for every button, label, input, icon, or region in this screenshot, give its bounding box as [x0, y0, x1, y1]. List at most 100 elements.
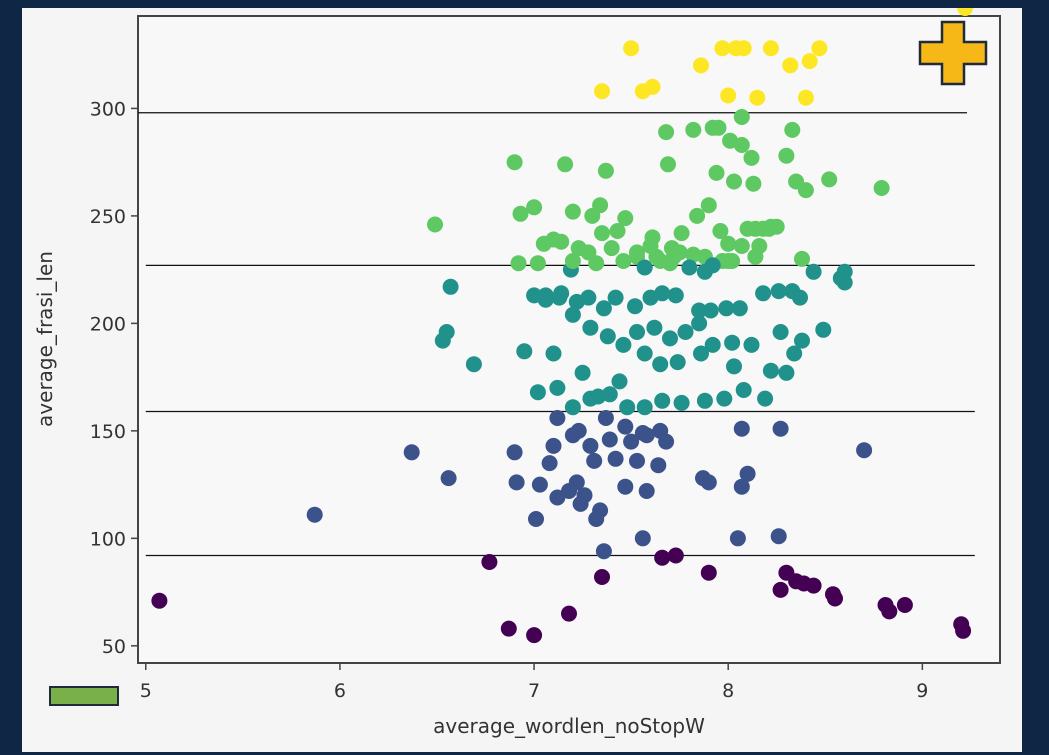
y-tick-label: 300 — [90, 98, 126, 120]
data-point — [714, 40, 731, 57]
data-point — [592, 197, 609, 214]
x-axis-label: average_wordlen_noStopW — [433, 714, 705, 738]
data-point — [440, 470, 457, 487]
data-point — [751, 238, 768, 254]
data-point — [465, 356, 482, 373]
data-point — [599, 328, 616, 345]
data-point — [801, 53, 818, 70]
data-point — [755, 285, 772, 302]
chart-canvas: 5 6 7 8 9 50 100 150 200 250 300 average_wordlen_… — [22, 8, 1022, 752]
data-point — [673, 394, 690, 411]
data-point — [586, 452, 603, 469]
data-point — [720, 253, 737, 269]
data-point — [693, 345, 709, 362]
data-point — [700, 564, 717, 581]
data-point — [617, 418, 634, 435]
data-point — [797, 89, 814, 106]
data-point — [673, 225, 690, 242]
data-point — [506, 444, 523, 461]
data-point — [700, 474, 717, 491]
data-point — [704, 336, 721, 353]
x-tick-label: 8 — [722, 680, 734, 702]
data-point — [537, 291, 554, 308]
data-point — [597, 410, 614, 426]
data-point — [500, 620, 517, 637]
data-point — [735, 40, 752, 57]
data-point — [636, 345, 653, 362]
data-point — [646, 319, 663, 336]
data-point — [652, 356, 669, 373]
data-point — [582, 437, 599, 454]
data-point — [856, 442, 873, 459]
data-point — [595, 300, 612, 317]
data-point — [762, 218, 779, 235]
data-point — [778, 147, 795, 164]
data-point — [733, 238, 750, 254]
x-tick-label: 9 — [916, 680, 928, 702]
y-tick-label: 150 — [90, 421, 126, 443]
data-point — [757, 390, 774, 407]
data-point — [731, 300, 748, 317]
data-point — [718, 300, 735, 317]
data-point — [662, 330, 678, 347]
data-point — [696, 263, 713, 280]
data-point — [551, 289, 568, 306]
data-point — [654, 549, 671, 566]
data-point — [615, 336, 632, 353]
data-point — [955, 622, 972, 639]
data-point — [667, 547, 684, 564]
data-point — [636, 399, 653, 416]
data-point — [700, 197, 717, 214]
data-point — [617, 210, 634, 227]
data-point — [529, 384, 546, 401]
data-point — [609, 223, 626, 239]
data-point — [438, 324, 455, 340]
data-point — [881, 603, 898, 620]
data-point — [549, 489, 566, 506]
data-point — [873, 180, 890, 196]
data-point — [681, 259, 698, 276]
data-point — [836, 274, 853, 291]
x-tick-label: 6 — [334, 680, 346, 702]
data-point — [797, 182, 814, 199]
data-point — [720, 87, 737, 104]
data-point — [815, 321, 832, 338]
data-point — [696, 392, 713, 409]
data-point — [772, 324, 789, 340]
data-point — [623, 40, 640, 57]
data-point — [574, 364, 591, 381]
data-point — [658, 433, 675, 450]
data-point — [685, 121, 702, 138]
data-point — [516, 343, 533, 360]
data-point — [724, 334, 741, 351]
data-point — [957, 8, 974, 16]
data-point — [654, 392, 671, 409]
data-point — [597, 162, 614, 179]
data-point — [564, 306, 581, 323]
data-point — [561, 605, 577, 622]
data-point — [526, 627, 543, 644]
data-point — [739, 465, 756, 482]
data-point — [691, 315, 708, 332]
data-point — [726, 173, 742, 190]
data-point — [735, 382, 752, 398]
data-point — [654, 285, 671, 302]
data-point — [629, 452, 645, 469]
data-point — [510, 255, 527, 272]
data-point — [611, 373, 628, 390]
y-tick-label: 50 — [102, 636, 126, 658]
data-point — [528, 511, 544, 527]
data-point — [638, 427, 655, 444]
data-point — [784, 121, 801, 138]
y-axis-ticks: 50 100 150 200 250 300 — [90, 98, 138, 658]
data-point — [747, 220, 764, 237]
data-point — [805, 263, 822, 280]
data-point — [545, 345, 562, 362]
plus-icon[interactable] — [918, 20, 988, 86]
data-point — [821, 171, 838, 188]
data-point — [733, 420, 750, 437]
data-point — [726, 358, 742, 375]
data-point — [151, 592, 168, 609]
data-point — [693, 57, 709, 74]
data-point — [582, 390, 599, 407]
